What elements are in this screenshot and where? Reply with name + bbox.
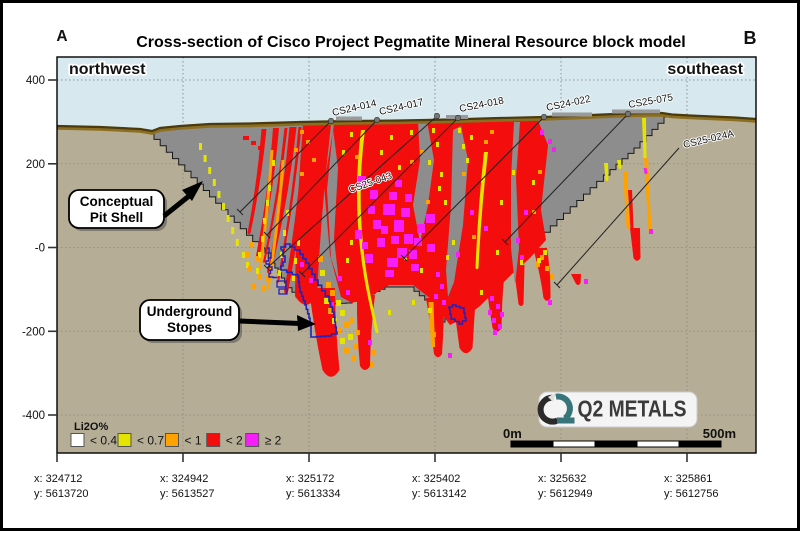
svg-text:Pit Shell: Pit Shell bbox=[90, 210, 143, 225]
svg-text:Li2O%: Li2O% bbox=[74, 421, 108, 433]
svg-text:0m: 0m bbox=[503, 426, 522, 441]
svg-text:x: 325172: x: 325172 bbox=[286, 473, 334, 485]
svg-text:Stopes: Stopes bbox=[167, 320, 212, 335]
svg-text:B: B bbox=[744, 28, 757, 48]
svg-text:x: 324942: x: 324942 bbox=[160, 473, 208, 485]
svg-text:500m: 500m bbox=[703, 426, 736, 441]
svg-text:y: 5613527: y: 5613527 bbox=[160, 488, 214, 500]
svg-text:-0: -0 bbox=[35, 243, 45, 255]
svg-text:southeast: southeast bbox=[667, 61, 743, 78]
svg-text:x: 325402: x: 325402 bbox=[412, 473, 460, 485]
svg-text:< 0.7: < 0.7 bbox=[137, 434, 164, 448]
svg-text:200: 200 bbox=[26, 159, 45, 171]
svg-text:x: 324712: x: 324712 bbox=[34, 473, 82, 485]
svg-text:northwest: northwest bbox=[69, 61, 146, 78]
svg-text:400: 400 bbox=[26, 75, 45, 87]
svg-text:y: 5612949: y: 5612949 bbox=[538, 488, 592, 500]
svg-text:y: 5613720: y: 5613720 bbox=[34, 488, 88, 500]
svg-text:< 2: < 2 bbox=[226, 434, 243, 448]
svg-text:-400: -400 bbox=[22, 410, 45, 422]
svg-text:x: 325632: x: 325632 bbox=[538, 473, 586, 485]
svg-text:-200: -200 bbox=[22, 326, 45, 338]
svg-text:x: 325861: x: 325861 bbox=[664, 473, 712, 485]
svg-text:< 0.4: < 0.4 bbox=[90, 434, 117, 448]
svg-text:y: 5613334: y: 5613334 bbox=[286, 488, 340, 500]
svg-text:y: 5612756: y: 5612756 bbox=[664, 488, 718, 500]
svg-text:Conceptual: Conceptual bbox=[80, 194, 154, 209]
svg-text:Underground: Underground bbox=[147, 304, 233, 319]
svg-text:≥ 2: ≥ 2 bbox=[265, 434, 282, 448]
svg-text:Cross-section of Cisco Project: Cross-section of Cisco Project Pegmatite… bbox=[136, 34, 685, 51]
svg-text:Q2 METALS: Q2 METALS bbox=[578, 397, 687, 422]
svg-text:y: 5613142: y: 5613142 bbox=[412, 488, 466, 500]
svg-text:A: A bbox=[56, 28, 67, 45]
svg-text:< 1: < 1 bbox=[185, 434, 202, 448]
